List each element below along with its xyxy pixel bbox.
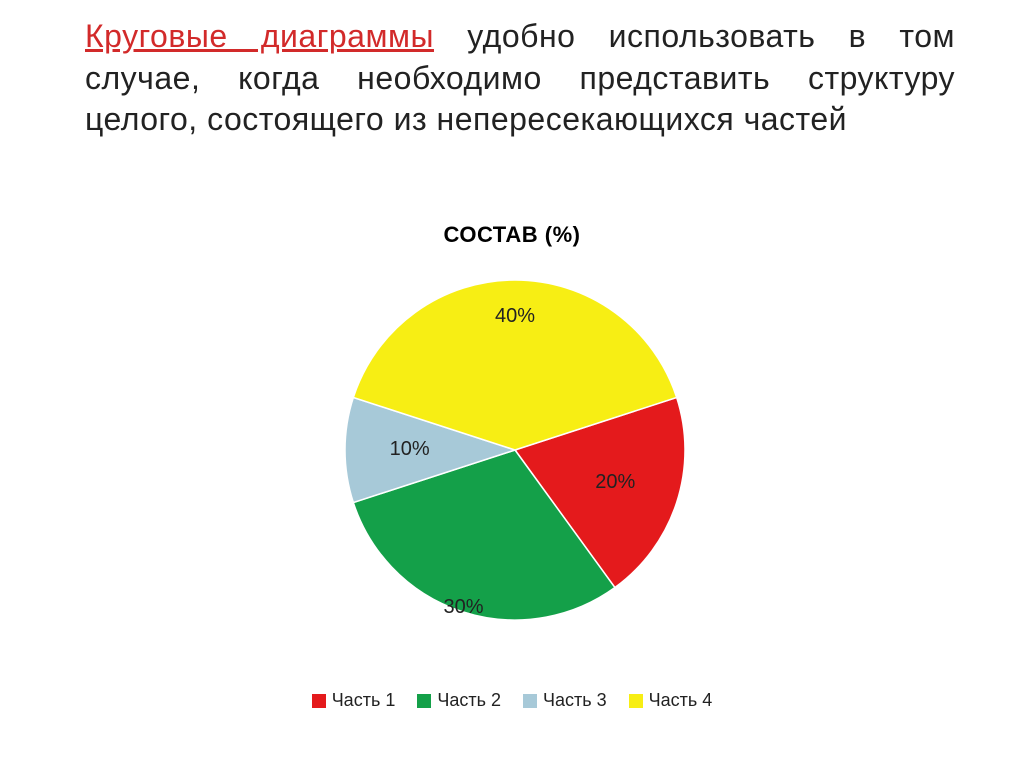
legend-swatch [523,694,537,708]
legend-item-4: Часть 4 [629,690,713,711]
legend-label: Часть 4 [649,690,713,711]
legend-swatch [629,694,643,708]
chart-title: СОСТАВ (%) [0,222,1024,248]
legend-swatch [312,694,326,708]
slice-label-4: 40% [495,305,535,328]
slice-label-3: 10% [390,438,430,461]
legend-label: Часть 3 [543,690,607,711]
legend-item-2: Часть 2 [417,690,501,711]
legend-label: Часть 1 [332,690,396,711]
legend: Часть 1 Часть 2 Часть 3 Часть 4 [0,690,1024,711]
legend-swatch [417,694,431,708]
intro-paragraph: Круговые диаграммы удобно использовать в… [85,16,955,141]
legend-item-1: Часть 1 [312,690,396,711]
intro-highlight: Круговые диаграммы [85,18,434,54]
legend-label: Часть 2 [437,690,501,711]
pie-chart: 20% 30% 10% 40% [345,280,685,620]
slice-label-1: 20% [595,471,635,494]
legend-item-3: Часть 3 [523,690,607,711]
slice-label-2: 30% [444,596,484,619]
